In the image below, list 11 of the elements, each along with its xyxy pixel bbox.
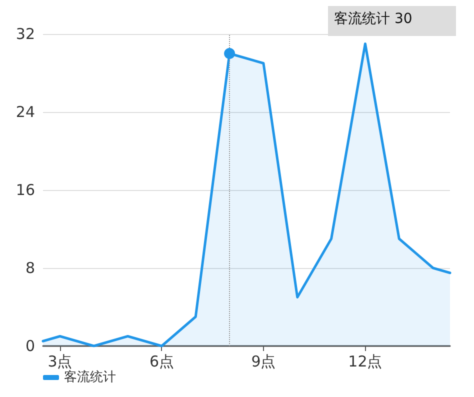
tooltip-panel: 客流统计 30 xyxy=(328,6,456,36)
legend-label: 客流统计 xyxy=(64,369,116,385)
y-tick-label: 16 xyxy=(16,181,35,199)
y-tick-label: 32 xyxy=(16,25,35,43)
x-tick-label: 12点 xyxy=(348,352,382,370)
x-tick-label: 6点 xyxy=(149,352,174,370)
x-tick-label: 9点 xyxy=(251,352,276,370)
y-tick-label: 8 xyxy=(25,259,35,277)
y-tick-label: 0 xyxy=(25,337,35,355)
y-tick-label: 24 xyxy=(16,103,35,121)
x-tick-label: 3点 xyxy=(48,352,72,370)
